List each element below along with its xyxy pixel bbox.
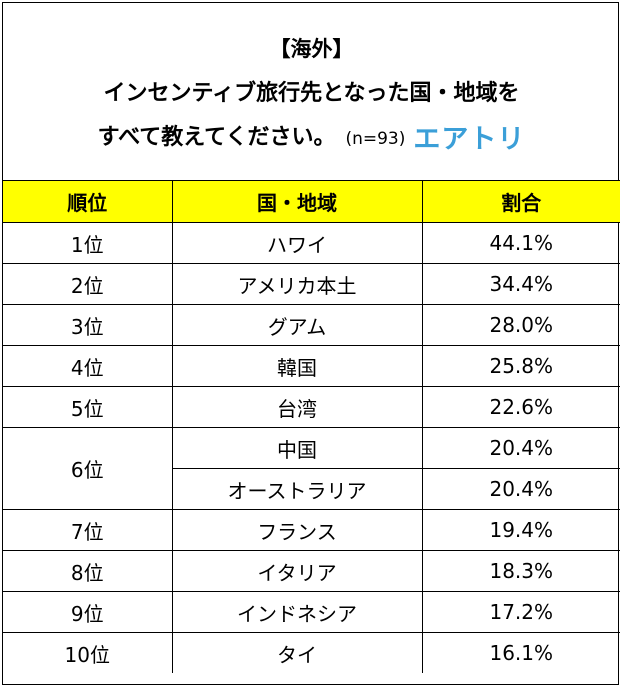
region-cell: ハワイ <box>171 222 423 264</box>
rank-cell: 5位 <box>3 386 173 428</box>
share-cell: 19.4% <box>421 509 620 551</box>
column-header-share: 割合 <box>421 181 620 223</box>
rank-cell: 4位 <box>3 345 173 387</box>
title-line-1: 【海外】 <box>269 37 354 61</box>
rank-cell: 3位 <box>3 304 173 346</box>
rank-cell: 10位 <box>3 632 173 673</box>
table-row: 7位 フランス 19.4% <box>3 509 620 551</box>
ranking-table-wrap: 順位 国・地域 割合 1位 ハワイ 44.1% 2位 アメリカ本土 34.4% … <box>3 181 620 673</box>
share-cell: 28.0% <box>421 304 620 346</box>
share-cell: 44.1% <box>421 222 620 264</box>
region-cell: 韓国 <box>171 345 423 387</box>
share-cell: 18.3% <box>421 550 620 592</box>
title-header: 【海外】 インセンティブ旅行先となった国・地域を すべて教えてください。 (n=9… <box>3 3 620 181</box>
table-header-row: 順位 国・地域 割合 <box>3 181 620 223</box>
region-cell: 台湾 <box>171 386 423 428</box>
region-cell: イタリア <box>171 550 423 592</box>
table-row: 5位 台湾 22.6% <box>3 386 620 428</box>
table-row: 10位 タイ 16.1% <box>3 632 620 673</box>
table-row: 8位 イタリア 18.3% <box>3 550 620 592</box>
table-row: 9位 インドネシア 17.2% <box>3 591 620 633</box>
share-cell: 22.6% <box>421 386 620 428</box>
table-row: 6位 中国 20.4% <box>3 427 620 510</box>
table-row: 1位 ハワイ 44.1% <box>3 222 620 264</box>
ranking-table: 順位 国・地域 割合 1位 ハワイ 44.1% 2位 アメリカ本土 34.4% … <box>3 181 620 673</box>
table-row: 3位 グアム 28.0% <box>3 304 620 346</box>
region-cell: オーストラリア <box>172 468 423 510</box>
region-cell: タイ <box>171 632 423 673</box>
share-cell: 17.2% <box>421 591 620 633</box>
rank-cell: 8位 <box>3 550 173 592</box>
rank-cell: 9位 <box>3 591 173 633</box>
brand-logo: エアトリ <box>413 124 526 155</box>
share-cell: 20.4% <box>421 468 620 510</box>
rank-cell: 6位 <box>3 427 173 510</box>
sample-size: (n=93) <box>345 129 406 149</box>
rank-cell: 1位 <box>3 222 173 264</box>
share-cell: 34.4% <box>421 263 620 305</box>
share-cell: 16.1% <box>421 632 620 673</box>
region-cell: アメリカ本土 <box>171 263 423 305</box>
share-cell: 25.8% <box>421 345 620 387</box>
region-cell: フランス <box>171 509 423 551</box>
title-line-3-row: すべて教えてください。 (n=93) エアトリ <box>3 117 620 156</box>
region-cell: インドネシア <box>171 591 423 633</box>
title-line-3: すべて教えてください。 <box>97 125 336 150</box>
region-cell: 中国 <box>171 427 423 469</box>
rank-cell: 2位 <box>3 263 173 305</box>
share-cell: 20.4% <box>421 427 620 469</box>
column-header-region: 国・地域 <box>171 181 423 223</box>
rank-cell: 7位 <box>3 509 173 551</box>
region-cell: グアム <box>171 304 423 346</box>
title-line-2: インセンティブ旅行先となった国・地域を <box>103 81 520 106</box>
column-header-rank: 順位 <box>3 181 173 223</box>
table-row: 2位 アメリカ本土 34.4% <box>3 263 620 305</box>
table-row: オーストラリア 20.4% <box>3 468 620 510</box>
table-row: 4位 韓国 25.8% <box>3 345 620 387</box>
